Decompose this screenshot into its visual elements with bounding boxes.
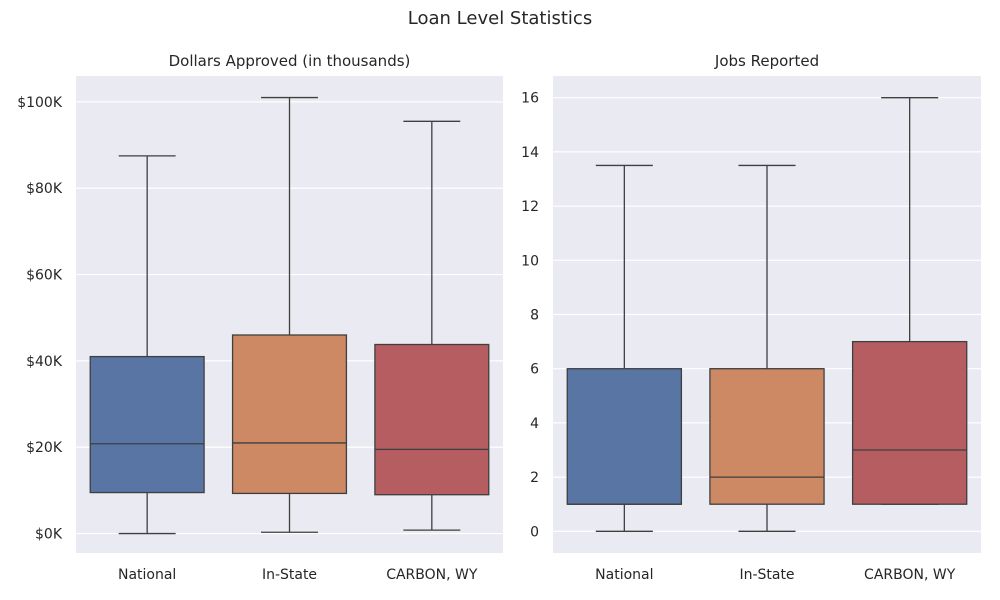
iqr-box <box>374 343 490 496</box>
box-in-state <box>709 164 825 532</box>
y-tick-label: 4 <box>530 416 539 432</box>
y-tick-label: $20K <box>26 440 63 456</box>
y-tick-label: $80K <box>26 181 63 197</box>
y-tick-label: 0 <box>530 524 539 540</box>
y-tick-label: 8 <box>530 308 539 324</box>
panel-title: Dollars Approved (in thousands) <box>169 52 411 70</box>
box-in-state <box>231 96 348 533</box>
iqr-box <box>89 355 205 494</box>
iqr-box <box>566 368 683 505</box>
iqr-box <box>709 368 825 505</box>
y-tick-label: $100K <box>17 95 63 111</box>
x-tick-label: National <box>118 567 176 583</box>
panel-jobs: 0 2 4 6 8 10 12 14 16 Jobs Reported National In-Sta… <box>521 52 981 583</box>
panel-dollars: $0K $20K $40K $60K $80K $100K Dollars Approved… <box>17 52 503 583</box>
panel-title: Jobs Reported <box>714 52 819 70</box>
y-tick-label: 10 <box>521 253 539 269</box>
box-carbon-wy <box>851 97 968 505</box>
box-national <box>89 155 205 535</box>
y-tick-label: $40K <box>26 354 63 370</box>
x-tick-label: CARBON, WY <box>386 567 478 583</box>
y-tick-label: 6 <box>530 362 539 378</box>
iqr-box <box>851 340 968 505</box>
y-tick-label: 14 <box>521 145 539 161</box>
box-carbon-wy <box>374 120 490 531</box>
y-tick-label: 12 <box>521 199 539 215</box>
figure-title: Loan Level Statistics <box>407 8 593 29</box>
x-tick-label: CARBON, WY <box>864 567 956 583</box>
y-tick-label: $60K <box>26 268 63 284</box>
box-national <box>566 164 683 532</box>
x-tick-label: National <box>595 567 653 583</box>
x-tick-label: In-State <box>739 567 794 583</box>
iqr-box <box>231 334 348 495</box>
y-tick-label: 2 <box>530 470 539 486</box>
y-tick-label: $0K <box>35 527 63 543</box>
x-tick-label: In-State <box>262 567 317 583</box>
y-tick-label: 16 <box>521 91 539 107</box>
